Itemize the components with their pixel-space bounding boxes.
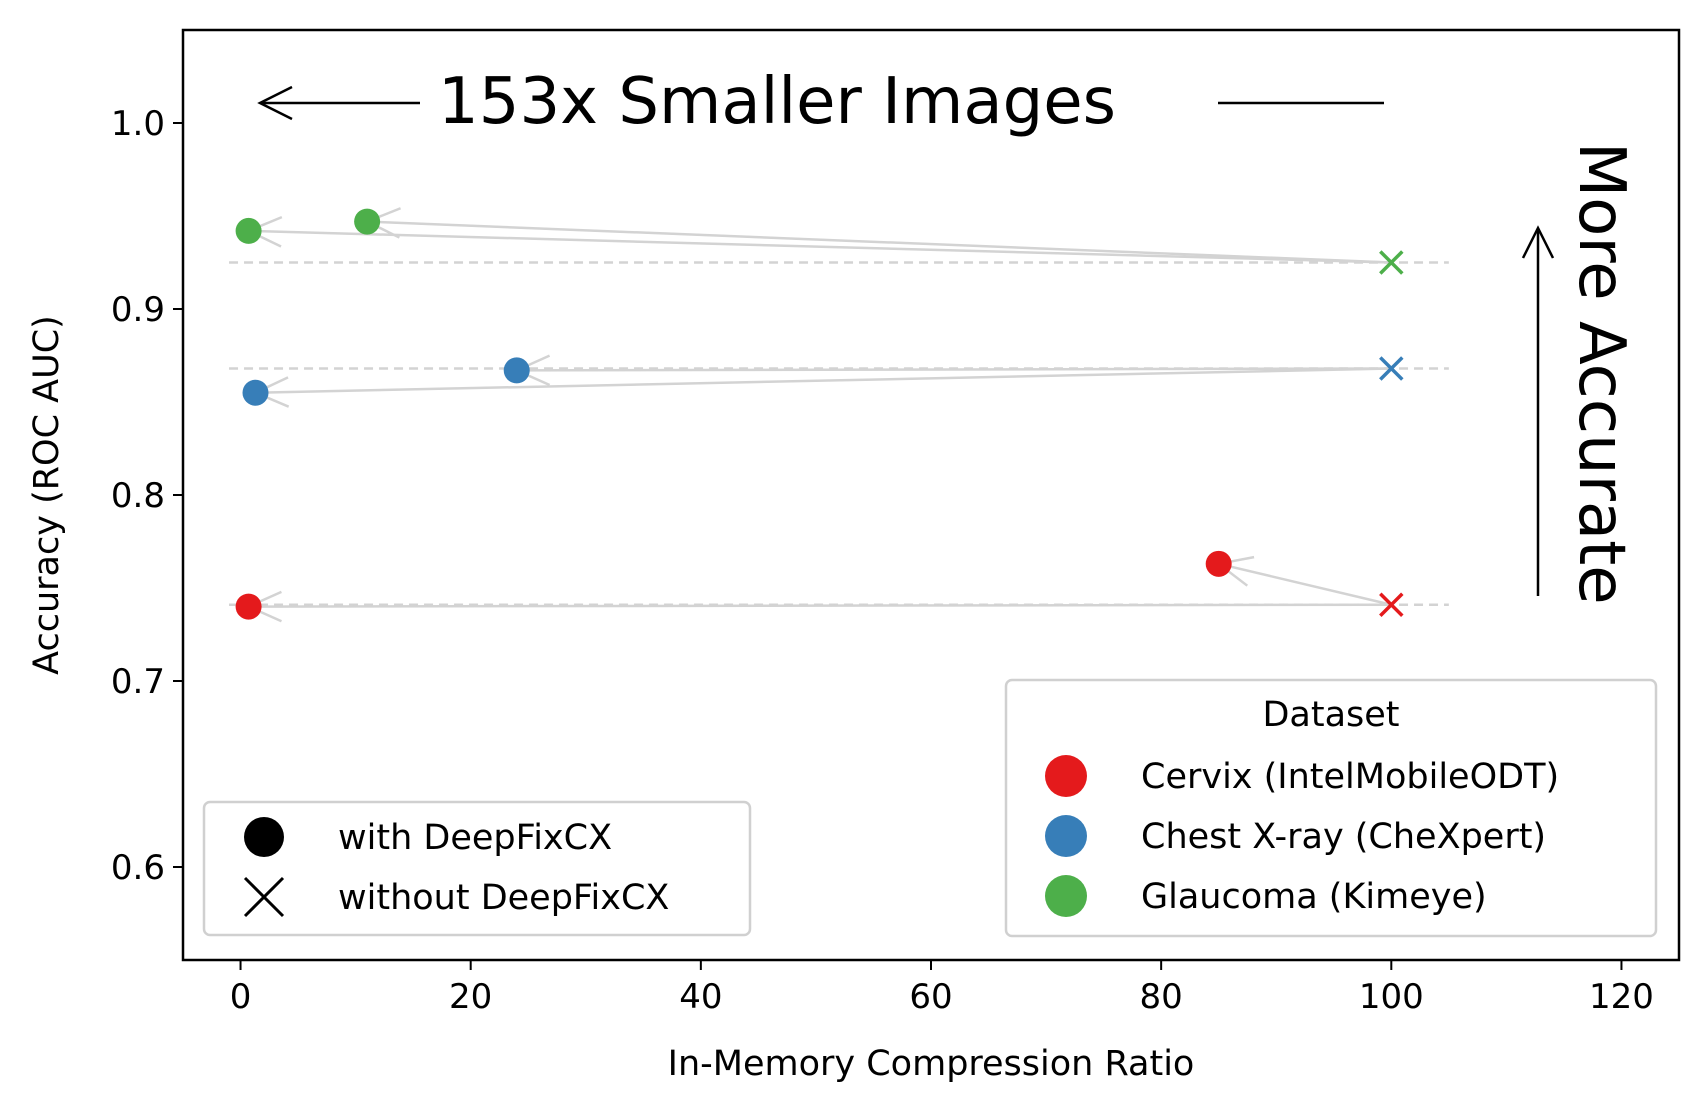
dataset-legend-swatch xyxy=(1045,875,1087,917)
x-tick-label: 20 xyxy=(449,977,492,1017)
with-deepfixcx-point xyxy=(1205,550,1232,577)
without-deepfixcx-point xyxy=(1379,356,1404,381)
y-axis-title: Accuracy (ROC AUC) xyxy=(27,315,67,675)
y-tick-label: 0.9 xyxy=(111,290,165,330)
arrow-shaft xyxy=(367,220,1392,264)
compression-annotation-text: 153x Smaller Images xyxy=(438,65,1116,139)
with-deepfixcx-point xyxy=(354,208,381,235)
dataset-legend-label: Chest X-ray (CheXpert) xyxy=(1141,817,1546,857)
dataset-legend-label: Glaucoma (Kimeye) xyxy=(1141,877,1487,917)
without-deepfixcx-point xyxy=(1379,250,1404,275)
with-deepfixcx-point xyxy=(235,593,262,620)
marker-legend: with DeepFixCX without DeepFixCX xyxy=(202,800,752,937)
baseline-lines xyxy=(229,261,1449,606)
accuracy-arrow-head xyxy=(1521,225,1555,259)
dataset-legend-box xyxy=(1004,678,1658,938)
y-tick-label: 0.8 xyxy=(111,476,165,516)
compression-annotation: 153x Smaller Images xyxy=(257,65,1384,139)
legend-without-label: without DeepFixCX xyxy=(338,878,669,918)
legend-x-marker xyxy=(243,876,285,918)
improvement-arrows xyxy=(245,207,1392,623)
y-tick-label: 0.6 xyxy=(111,848,165,888)
arrow-shaft xyxy=(516,367,1392,372)
x-tick-label: 100 xyxy=(1359,977,1424,1017)
with-deepfixcx-point xyxy=(242,379,269,406)
dataset-legend-swatch xyxy=(1045,755,1087,797)
x-marker-stroke xyxy=(1379,356,1404,381)
y-tick-label: 0.7 xyxy=(111,662,165,702)
without-deepfixcx-point xyxy=(1379,592,1404,617)
x-tick-label: 60 xyxy=(909,977,952,1017)
legend-with-label: with DeepFixCX xyxy=(338,818,612,858)
x-tick-label: 120 xyxy=(1589,977,1654,1017)
data-points xyxy=(235,208,1404,620)
dataset-legend-label: Cervix (IntelMobileODT) xyxy=(1141,757,1559,797)
axes: 0 20 40 60 80 100 120 0.6 0.7 0.8 0.9 1.0 xyxy=(111,104,1654,1017)
dataset-legend: Dataset Cervix (IntelMobileODT) Chest X-r… xyxy=(1004,678,1658,938)
arrow-shaft xyxy=(255,367,1392,394)
x-tick-label: 80 xyxy=(1140,977,1183,1017)
arrow-shaft xyxy=(248,229,1392,264)
accuracy-annotation-text: More Accurate xyxy=(1564,142,1638,605)
with-deepfixcx-point xyxy=(503,357,530,384)
legend-circle-marker xyxy=(244,817,284,857)
dataset-legend-title: Dataset xyxy=(1262,695,1399,735)
with-deepfixcx-point xyxy=(235,217,262,244)
x-axis-title: In-Memory Compression Ratio xyxy=(668,1044,1195,1084)
dataset-legend-swatch xyxy=(1045,815,1087,857)
marker-legend-box xyxy=(202,800,752,937)
accuracy-annotation: More Accurate xyxy=(1521,142,1638,605)
arrow-shaft xyxy=(1218,562,1392,606)
x-marker-stroke xyxy=(1379,592,1404,617)
x-marker-stroke xyxy=(1379,250,1404,275)
x-tick-label: 0 xyxy=(230,977,252,1017)
x-tick-label: 40 xyxy=(679,977,722,1017)
y-tick-label: 1.0 xyxy=(111,104,165,144)
arrow-shaft xyxy=(248,603,1392,608)
compression-arrow-head xyxy=(257,85,293,121)
